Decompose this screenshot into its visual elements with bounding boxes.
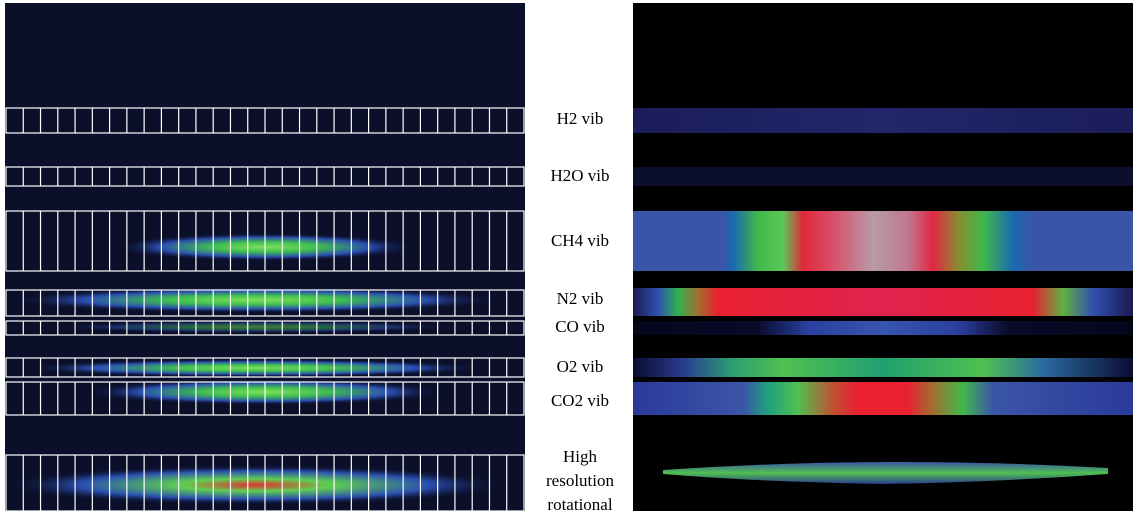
label: H2 vib <box>557 109 604 128</box>
labels: H2 vib H2O vib CH4 vib N2 vib CO vib O2 … <box>546 109 614 514</box>
label: H2O vib <box>550 166 609 185</box>
label: rotational <box>547 495 612 514</box>
label: N2 vib <box>557 289 604 308</box>
spectra <box>633 108 1133 484</box>
label: resolution <box>546 471 614 490</box>
grid-overlay <box>5 107 525 512</box>
label: CO vib <box>555 317 605 336</box>
label: CH4 vib <box>551 231 609 250</box>
label: CO2 vib <box>551 391 609 410</box>
label: O2 vib <box>557 357 604 376</box>
label: High <box>563 447 598 466</box>
